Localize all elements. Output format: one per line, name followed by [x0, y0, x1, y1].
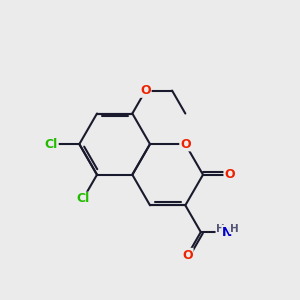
Text: Cl: Cl [45, 138, 58, 151]
Text: N: N [222, 226, 232, 238]
Text: O: O [182, 248, 193, 262]
Text: O: O [140, 84, 151, 97]
Text: O: O [180, 138, 190, 151]
Text: Cl: Cl [76, 192, 90, 206]
Text: H: H [230, 224, 239, 234]
Text: O: O [224, 168, 235, 181]
Text: H: H [216, 224, 225, 234]
